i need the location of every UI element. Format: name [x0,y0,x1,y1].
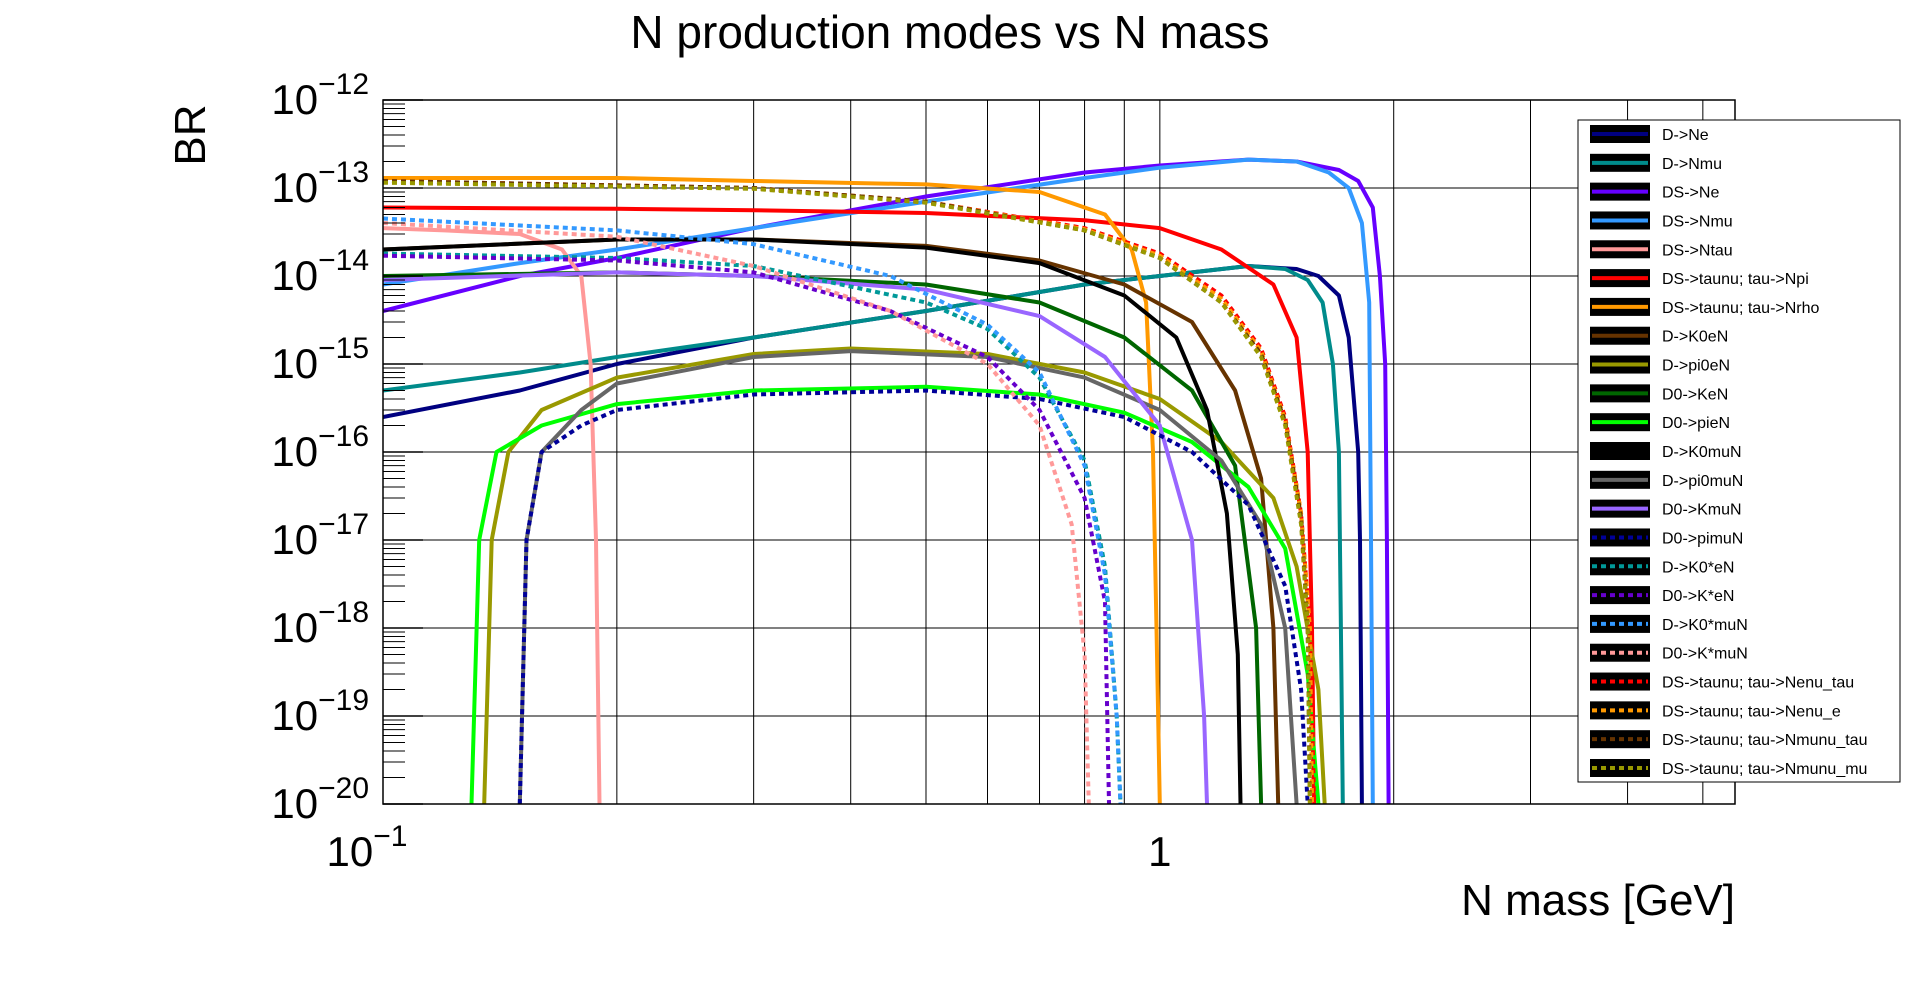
legend: D->Ne D->Nmu DS->Ne DS->Nmu DS->Ntau DS->taun… [1577,119,1901,783]
legend-label: D0->pieN [1662,415,1730,432]
legend-label: DS->taunu; tau->Nenu_tau [1662,675,1854,692]
y-tick-label: 10−14 [271,244,369,299]
y-tick-label: 10−19 [271,684,369,739]
series-line-13 [383,270,1209,804]
legend-label: DS->taunu; tau->Nmunu_mu [1662,761,1867,778]
legend-label: D0->KmuN [1662,502,1742,519]
series-line-4 [383,226,602,804]
x-tick-label: 10−1 [327,820,408,875]
legend-label: D->pi0eN [1662,358,1730,375]
legend-label: D0->K*muN [1662,646,1748,663]
series-line-22 [383,180,1312,804]
series-line-15 [383,251,1123,804]
y-axis-label: BR [166,104,215,165]
series-line-14 [517,388,1310,804]
series-line-16 [383,253,1111,804]
legend-label: D->Nmu [1662,156,1722,173]
legend-label: D0->KeN [1662,386,1728,403]
series-line-19 [383,179,1317,804]
series-line-12 [517,349,1299,804]
legend-label: D->Ne [1662,127,1709,144]
y-tick-label: 10−15 [271,332,369,387]
series-lines [383,157,1391,804]
x-axis-label: N mass [GeV] [1461,876,1735,925]
legend-label: D->K0muN [1662,444,1742,461]
y-tick-labels: 10−12 10−13 10−14 10−15 10−16 10−17 10−18 10−19… [271,68,423,827]
chart-title: N production modes vs N mass [630,6,1269,58]
legend-label: D->K0*eN [1662,559,1734,576]
y-tick-label: 10−20 [271,772,369,827]
series-line-3 [383,157,1375,804]
series-line-5 [383,205,1317,804]
x-tick-label: 1 [1148,828,1171,875]
legend-label: DS->Ntau [1662,242,1733,259]
legend-label: D->K0eN [1662,329,1728,346]
y-tick-label: 10−12 [271,68,369,123]
legend-label: D->pi0muN [1662,473,1743,490]
legend-label: DS->taunu; tau->Nrho [1662,300,1820,317]
series-line-10 [469,384,1321,804]
y-tick-label: 10−17 [271,508,369,563]
y-tick-label: 10−16 [271,420,369,475]
legend-label: D->K0*muN [1662,617,1748,634]
y-minor-ticks [383,103,405,779]
legend-label: D0->pimuN [1662,530,1743,547]
legend-label: DS->Nmu [1662,213,1733,230]
legend-label: DS->taunu; tau->Nenu_e [1662,703,1841,720]
series-line-20 [383,179,1314,804]
y-tick-label: 10−13 [271,156,369,211]
series-line-6 [383,176,1162,804]
legend-label: DS->Ne [1662,185,1719,202]
legend-label: DS->taunu; tau->Npi [1662,271,1809,288]
y-tick-label: 10−18 [271,596,369,651]
legend-label: D0->K*eN [1662,588,1734,605]
legend-label: DS->taunu; tau->Nmunu_tau [1662,732,1867,749]
series-line-18 [383,221,1091,804]
x-tick-labels: 10−1 1 [327,820,1172,875]
series-line-17 [383,216,1123,804]
grid [383,100,1735,804]
